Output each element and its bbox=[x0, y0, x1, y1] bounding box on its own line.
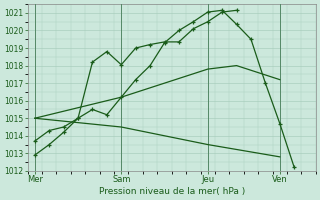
X-axis label: Pression niveau de la mer( hPa ): Pression niveau de la mer( hPa ) bbox=[99, 187, 245, 196]
